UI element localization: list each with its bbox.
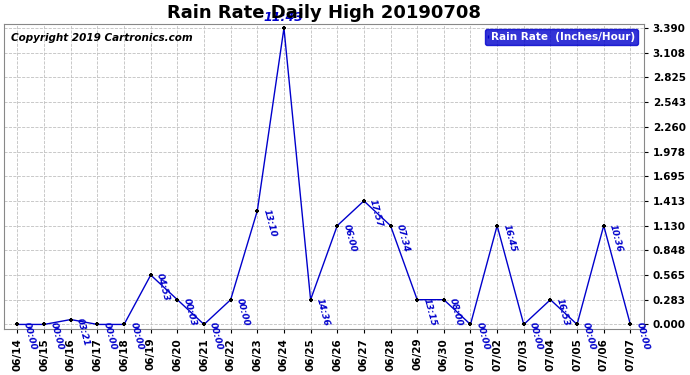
Text: 00:00: 00:00 [208,322,224,352]
Point [199,321,210,327]
Point [145,272,156,278]
Text: 00:00: 00:00 [128,322,144,352]
Text: 00:00: 00:00 [48,322,64,352]
Text: 11:43: 11:43 [264,11,304,24]
Point [385,223,396,229]
Text: 16:53: 16:53 [555,297,571,327]
Text: 04:53: 04:53 [155,272,171,302]
Point [305,297,316,303]
Point [279,25,290,31]
Point [438,297,449,303]
Point [92,321,103,327]
Text: 00:00: 00:00 [21,322,38,352]
Text: 00:00: 00:00 [101,322,118,352]
Point [119,321,130,327]
Point [39,321,50,327]
Point [518,321,529,327]
Text: 17:57: 17:57 [368,198,384,228]
Point [172,297,183,303]
Text: 00:00: 00:00 [581,322,598,352]
Text: 10:36: 10:36 [608,223,624,253]
Point [12,321,23,327]
Text: 13:10: 13:10 [262,208,277,238]
Text: 16:45: 16:45 [502,223,518,253]
Text: 13:15: 13:15 [422,297,437,327]
Point [412,297,423,303]
Point [66,316,77,322]
Text: 00:00: 00:00 [528,322,544,352]
Point [571,321,582,327]
Text: 07:34: 07:34 [395,223,411,253]
Text: 08:00: 08:00 [448,297,464,327]
Legend: Rain Rate  (Inches/Hour): Rain Rate (Inches/Hour) [485,29,638,45]
Point [545,297,556,303]
Text: 06:00: 06:00 [342,223,357,253]
Point [491,223,502,229]
Point [225,297,236,303]
Text: 00:00: 00:00 [635,322,651,352]
Point [598,223,609,229]
Text: 14:36: 14:36 [315,297,331,327]
Point [465,321,476,327]
Text: 00:00: 00:00 [475,322,491,352]
Text: 03:21: 03:21 [75,317,91,347]
Point [332,223,343,229]
Point [252,208,263,214]
Title: Rain Rate Daily High 20190708: Rain Rate Daily High 20190708 [167,4,481,22]
Point [358,198,369,204]
Text: 00:00: 00:00 [235,297,251,327]
Point [625,321,636,327]
Text: Copyright 2019 Cartronics.com: Copyright 2019 Cartronics.com [10,33,193,43]
Text: 00:03: 00:03 [181,297,197,327]
